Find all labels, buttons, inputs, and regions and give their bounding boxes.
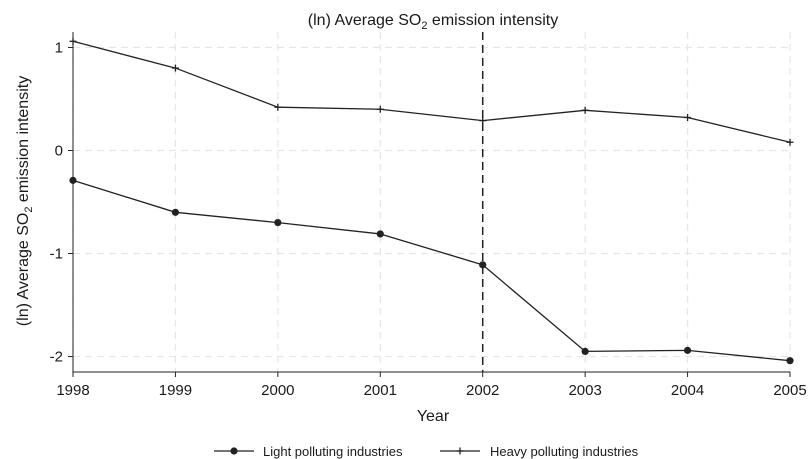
data-point	[376, 230, 384, 238]
x-tick-label: 2000	[261, 382, 294, 399]
series-1	[69, 37, 794, 146]
y-axis-title-subscript: 2	[23, 207, 35, 213]
axes: 1998 1999 2000 2001 2002 2003 2004 2005 1 0 -1 -2	[50, 32, 807, 399]
x-tick-label: 2003	[568, 382, 601, 399]
x-tick-label: 2001	[364, 382, 397, 399]
chart-title: (ln) Average SO2 emission intensity	[308, 12, 558, 32]
data-point	[684, 114, 692, 122]
chart-title-subscript: 2	[421, 20, 427, 32]
data-point	[171, 208, 180, 216]
y-axis-title-end: emission intensity	[15, 76, 32, 207]
y-axis-title-main: (ln) Average SO	[15, 213, 32, 327]
x-axis-title: Year	[417, 408, 450, 425]
y-tick-label: -1	[50, 246, 63, 263]
data-point	[376, 105, 384, 113]
data-point	[274, 219, 282, 227]
series-0	[69, 176, 794, 365]
grid	[72, 32, 791, 372]
data-point	[274, 103, 282, 111]
x-tick-label: 1999	[159, 382, 192, 399]
x-tick-label: 2002	[466, 382, 499, 399]
legend-label: Light polluting industries	[263, 444, 403, 459]
legend-item: Light polluting industries	[214, 444, 403, 459]
y-axis-title: (ln) Average SO2 emission intensity	[15, 76, 35, 326]
data-point	[456, 447, 464, 455]
data-point	[581, 347, 589, 355]
data-point	[479, 117, 487, 125]
legend-item: Heavy polluting industries	[440, 444, 639, 459]
x-tick-label: 1998	[56, 382, 89, 399]
x-tick-label: 2004	[671, 382, 704, 399]
y-tick-label: 0	[55, 142, 63, 159]
y-tick-label: -2	[50, 349, 63, 366]
chart-title-main: (ln) Average SO	[308, 12, 422, 29]
series-line	[72, 40, 791, 143]
data-point	[786, 357, 794, 365]
series-line	[72, 179, 791, 362]
chart-title-end: emission intensity	[427, 12, 558, 29]
data-point	[683, 346, 692, 354]
y-tick-label: 1	[55, 39, 63, 56]
data-point	[69, 176, 77, 184]
data-point	[230, 447, 238, 455]
legend-label: Heavy polluting industries	[490, 444, 639, 459]
data-point	[479, 261, 487, 269]
data-point	[69, 37, 77, 45]
x-tick-label: 2005	[773, 382, 806, 399]
data-point	[171, 64, 179, 72]
data-point	[786, 138, 794, 146]
legend: Light polluting industries Heavy pollutin…	[214, 444, 639, 459]
data-point	[581, 106, 589, 114]
series	[69, 37, 794, 365]
